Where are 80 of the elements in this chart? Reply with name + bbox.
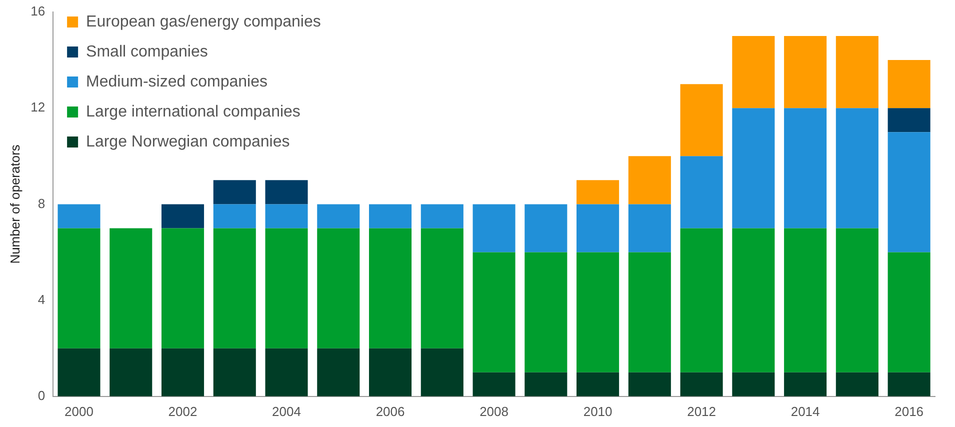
- legend-label: Large international companies: [86, 103, 300, 120]
- bar: [369, 228, 412, 348]
- legend-label: European gas/energy companies: [86, 13, 321, 30]
- bar: [888, 108, 930, 132]
- bar: [161, 204, 204, 228]
- bar: [576, 252, 620, 372]
- bar: [628, 372, 671, 396]
- bar: [680, 228, 723, 372]
- bar: [472, 204, 516, 252]
- bar: [213, 180, 256, 204]
- bar: [420, 228, 464, 348]
- bar: [265, 228, 308, 348]
- y-tick-label: 12: [30, 100, 46, 115]
- bar: [888, 372, 930, 396]
- bar: [472, 372, 516, 396]
- bar: [784, 108, 827, 228]
- bar: [784, 36, 827, 108]
- bar: [213, 228, 256, 348]
- bar: [524, 252, 568, 372]
- bar: [161, 228, 204, 348]
- bar: [732, 108, 775, 228]
- bar: [369, 348, 412, 396]
- bar: [265, 204, 308, 228]
- y-tick-label: 16: [30, 4, 46, 19]
- legend-label: Medium-sized companies: [86, 73, 268, 90]
- x-tick-label: 2000: [64, 404, 94, 419]
- bar: [680, 372, 723, 396]
- legend-label: Small companies: [86, 43, 208, 60]
- bar: [732, 228, 775, 372]
- bar: [265, 180, 308, 204]
- bar: [836, 372, 878, 396]
- bar: [213, 204, 256, 228]
- bar: [524, 372, 568, 396]
- bar: [369, 204, 412, 228]
- bar: [576, 372, 620, 396]
- x-tick-label: 2002: [168, 404, 198, 419]
- legend-label: Large Norwegian companies: [86, 133, 290, 150]
- y-tick-label: 4: [38, 292, 46, 307]
- x-tick-label: 2006: [376, 404, 405, 419]
- bar: [628, 252, 671, 372]
- bar: [836, 108, 878, 228]
- y-tick-label: 8: [38, 196, 46, 211]
- bar: [680, 84, 723, 156]
- bar: [784, 372, 827, 396]
- x-tick-label: 2010: [583, 404, 612, 419]
- bar: [888, 132, 930, 252]
- bar: [628, 156, 671, 204]
- x-tick-label: 2016: [894, 404, 924, 419]
- bar: [472, 252, 516, 372]
- bar: [836, 228, 878, 372]
- bar: [161, 348, 204, 396]
- bar: [58, 348, 100, 396]
- bar: [524, 204, 568, 252]
- y-tick-label: 0: [38, 388, 46, 403]
- bar: [888, 60, 930, 108]
- bar: [732, 36, 775, 108]
- bar: [317, 348, 360, 396]
- bar: [317, 228, 360, 348]
- bar: [110, 348, 152, 396]
- bar: [784, 228, 827, 372]
- bar: [836, 36, 878, 108]
- bar: [888, 252, 930, 372]
- bar: [213, 348, 256, 396]
- x-tick-label: 2004: [272, 404, 301, 419]
- bar: [576, 204, 620, 252]
- bar: [110, 228, 152, 348]
- bar: [317, 204, 360, 228]
- bar: [420, 348, 464, 396]
- bar: [732, 372, 775, 396]
- bar: [628, 204, 671, 252]
- x-tick-label: 2008: [480, 404, 508, 419]
- y-axis-title: Number of operators: [7, 144, 22, 264]
- bar: [576, 180, 620, 204]
- x-tick-label: 2012: [687, 404, 716, 419]
- bar: [680, 156, 723, 228]
- bar: [58, 228, 100, 348]
- x-tick-label: 2014: [790, 404, 820, 419]
- bar: [420, 204, 464, 228]
- bar: [58, 204, 100, 228]
- bar: [265, 348, 308, 396]
